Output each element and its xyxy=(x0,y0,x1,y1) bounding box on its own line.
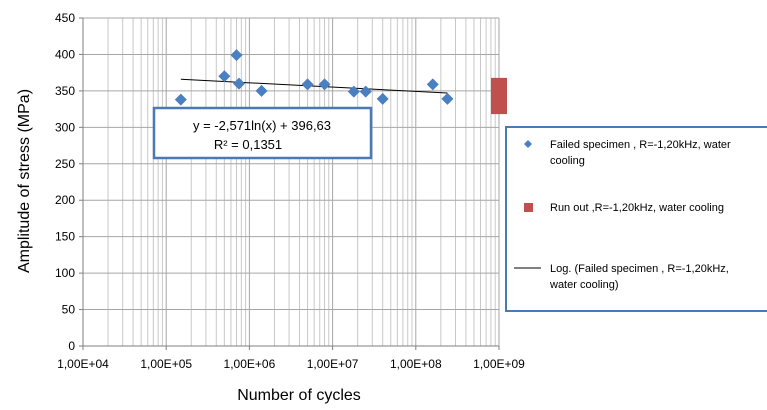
failed-specimen-point xyxy=(376,92,389,105)
x-tick-label: 1,00E+06 xyxy=(224,357,276,371)
y-tick-label: 50 xyxy=(62,303,76,317)
failed-specimen-point xyxy=(441,92,454,105)
legend-label: Log. (Failed specimen , R=-1,20kHz, xyxy=(550,263,729,275)
failed-specimen-point xyxy=(347,85,360,98)
trendline-group xyxy=(180,78,448,94)
legend-items: Failed specimen , R=-1,20kHz, water cooli… xyxy=(514,139,731,291)
legend-label: water cooling) xyxy=(549,279,618,291)
failed-specimen-point xyxy=(318,78,331,91)
tick-labels: 0 50 100 150 200 250 300 350 400 450 1,00E+04 1,00E… xyxy=(55,11,525,371)
axes xyxy=(79,17,500,350)
failed-specimen-point xyxy=(255,84,268,97)
y-tick-label: 450 xyxy=(55,11,75,25)
data-points xyxy=(174,49,507,115)
run-out-point xyxy=(491,77,507,88)
y-tick-label: 100 xyxy=(55,266,75,280)
failed-specimen-point xyxy=(230,49,243,62)
failed-specimen-point xyxy=(233,77,246,90)
failed-specimen-point xyxy=(426,78,439,91)
run-out-point xyxy=(491,97,507,108)
x-tick-label: 1,00E+09 xyxy=(473,357,525,371)
failed-specimen-point xyxy=(218,70,231,83)
x-axis-title: Number of cycles xyxy=(237,387,361,404)
y-tick-label: 250 xyxy=(55,157,75,171)
grid xyxy=(82,17,500,347)
y-axis-title: Amplitude of stress (MPa) xyxy=(16,89,33,273)
y-tick-label: 400 xyxy=(55,47,75,61)
failed-specimen-point xyxy=(301,78,314,91)
y-tick-label: 150 xyxy=(55,230,75,244)
x-tick-label: 1,00E+05 xyxy=(140,357,192,371)
legend-label: Failed specimen , R=-1,20kHz, water xyxy=(550,139,731,151)
y-tick-label: 200 xyxy=(55,193,75,207)
run-out-point xyxy=(491,84,507,95)
legend-marker-run-out xyxy=(524,203,533,212)
x-tick-label: 1,00E+07 xyxy=(307,357,359,371)
run-out-point xyxy=(491,104,507,115)
failed-specimen-point xyxy=(174,93,187,106)
run-out-point xyxy=(491,90,507,101)
trendline-equation: y = -2,571ln(x) + 396,63 xyxy=(193,118,331,133)
y-tick-label: 0 xyxy=(68,339,75,353)
failed-specimen-point xyxy=(359,85,372,98)
equation-box-border xyxy=(152,106,373,160)
x-tick-label: 1,00E+04 xyxy=(57,357,109,371)
legend-label: cooling xyxy=(550,155,585,167)
r-squared-label: R² = 0,1351 xyxy=(214,137,282,152)
y-tick-label: 300 xyxy=(55,120,75,134)
equation-box: y = -2,571ln(x) + 396,63 R² = 0,1351 xyxy=(152,106,373,160)
legend: Failed specimen , R=-1,20kHz, water cooli… xyxy=(505,126,767,312)
legend-label: Run out ,R=-1,20kHz, water cooling xyxy=(550,202,724,214)
trendline xyxy=(180,78,448,94)
legend-box xyxy=(505,126,767,312)
legend-marker-failed xyxy=(524,140,532,148)
x-tick-label: 1,00E+08 xyxy=(390,357,442,371)
y-tick-label: 350 xyxy=(55,84,75,98)
